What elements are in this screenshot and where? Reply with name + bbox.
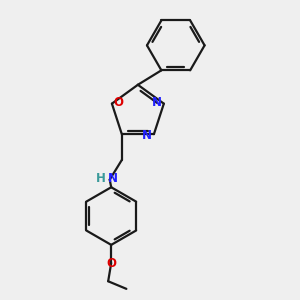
Text: O: O [106, 256, 116, 270]
Text: N: N [108, 172, 118, 184]
Text: O: O [114, 96, 124, 109]
Text: N: N [152, 96, 162, 109]
Text: N: N [142, 129, 152, 142]
Text: H: H [96, 172, 106, 184]
